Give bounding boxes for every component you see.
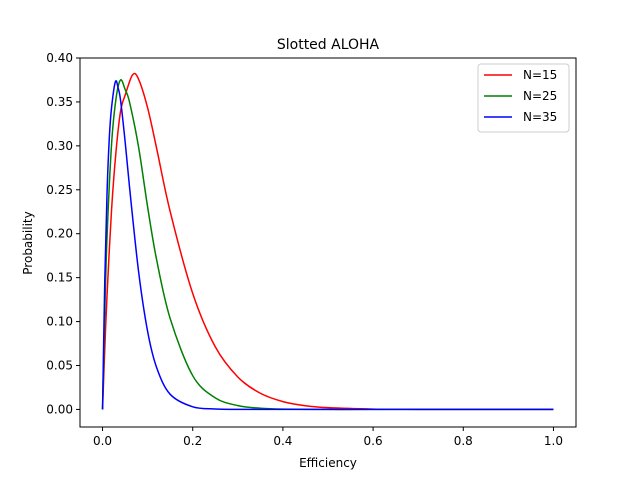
y-tick-label: 0.05 [46, 359, 73, 373]
x-axis: 0.0 0.2 0.4 0.6 0.8 1.0 [93, 427, 563, 448]
x-tick-label: 1.0 [544, 434, 563, 448]
y-axis-label: Probability [21, 211, 35, 274]
y-tick-label: 0.25 [46, 183, 73, 197]
x-tick-label: 0.6 [364, 434, 383, 448]
x-axis-label: Efficiency [299, 456, 357, 470]
y-tick-label: 0.20 [46, 227, 73, 241]
plot-frame [79, 57, 577, 428]
y-axis: 0.00 0.05 0.10 0.15 0.20 0.25 0.30 0.35 0.40 [46, 51, 80, 416]
chart-title: Slotted ALOHA [277, 37, 380, 53]
plot-lines [101, 72, 554, 411]
legend-label: N=15 [523, 68, 557, 82]
legend-label: N=35 [523, 110, 557, 124]
x-tick-label: 0.2 [183, 434, 202, 448]
y-tick-label: 0.40 [46, 51, 73, 65]
x-tick-label: 0.0 [93, 434, 112, 448]
x-tick-label: 0.8 [454, 434, 473, 448]
x-tick-label: 0.4 [273, 434, 292, 448]
y-tick-label: 0.30 [46, 139, 73, 153]
y-tick-label: 0.15 [46, 271, 73, 285]
y-tick-label: 0.35 [46, 95, 73, 109]
legend-box [477, 63, 570, 133]
y-tick-label: 0.10 [46, 315, 73, 329]
legend: N=15 N=25 N=35 [477, 63, 570, 133]
series-line-n-35 [101, 80, 554, 411]
y-tick-label: 0.00 [46, 402, 73, 416]
legend-label: N=25 [523, 89, 557, 103]
